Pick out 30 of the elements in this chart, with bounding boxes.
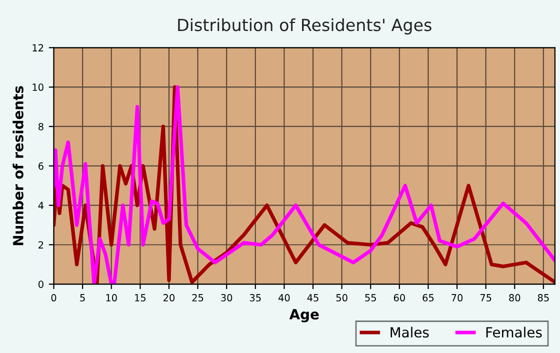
x-tick-label: 0 (51, 294, 56, 302)
y-axis-title: Number of residents (12, 86, 24, 246)
y-tick-label: 6 (38, 162, 44, 170)
x-tick-label: 85 (538, 294, 549, 302)
x-tick-label: 5 (80, 294, 85, 302)
y-tick-label: 12 (32, 44, 44, 52)
y-tick-label: 4 (38, 202, 44, 210)
x-tick-label: 80 (509, 294, 520, 302)
y-tick-label: 0 (38, 280, 44, 288)
x-tick-label: 50 (336, 294, 348, 302)
x-tick-label: 40 (278, 294, 290, 302)
x-tick-label: 60 (394, 294, 405, 302)
y-tick-label: 2 (38, 241, 44, 248)
y-tick-label: 10 (32, 84, 44, 91)
x-tick-label: 45 (307, 294, 318, 302)
x-tick-label: 20 (164, 294, 175, 302)
x-tick-label: 25 (192, 294, 204, 302)
legend-label: Females (486, 326, 542, 338)
x-tick-label: 55 (365, 294, 376, 302)
x-tick-label: 65 (422, 294, 434, 302)
x-tick-label: 30 (221, 294, 232, 302)
y-tick-label: 8 (38, 122, 44, 130)
x-axis-title: Age (289, 309, 319, 322)
x-tick-label: 70 (452, 294, 463, 302)
x-tick-label: 35 (250, 294, 261, 302)
x-tick-label: 10 (106, 294, 117, 302)
legend-label: Males (390, 326, 429, 338)
x-tick-label: 75 (480, 294, 492, 302)
x-tick-label: 15 (135, 294, 146, 302)
chart-title: Distribution of Residents' Ages (178, 18, 432, 34)
